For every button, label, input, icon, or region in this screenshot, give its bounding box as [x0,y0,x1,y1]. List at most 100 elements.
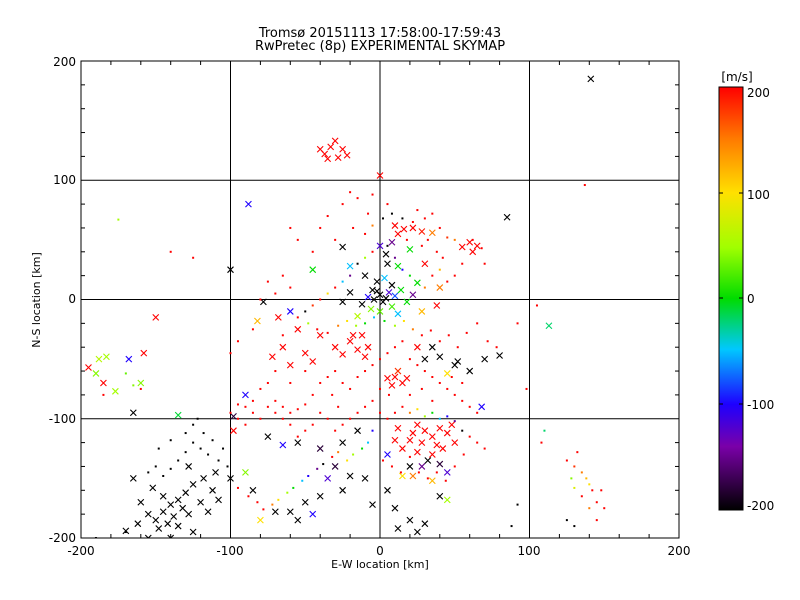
data-point-cross [466,367,474,375]
data-point-cross [413,343,421,351]
data-point-dot [311,250,314,253]
data-point-cross [436,460,444,468]
data-point-dot [334,429,337,432]
data-point-cross [433,441,441,449]
data-point-cross [324,474,332,482]
data-point-dot [431,274,434,277]
data-point-dot [446,387,449,390]
data-point-dot [337,324,340,327]
data-point-cross [428,343,436,351]
data-point-dot [266,405,269,408]
data-point-dot [411,328,414,331]
data-point-cross [473,242,481,250]
data-point-cross [316,145,324,153]
data-point-dot [316,467,319,470]
data-point-dot [367,441,370,444]
data-point-dot [259,298,262,301]
data-point-cross [152,313,160,321]
data-point-dot [371,224,374,227]
data-point-cross [174,496,182,504]
data-point-cross [391,292,399,300]
data-point-cross [384,486,391,494]
data-point-dot [184,451,187,454]
x-tick-label: 0 [376,544,384,558]
data-point-dot [236,486,239,489]
data-point-dot [251,399,254,402]
data-point-dot [259,387,262,390]
data-point-cross [159,492,167,500]
data-point-cross [346,472,354,480]
data-point-cross [418,439,426,446]
data-point-cross [391,436,399,444]
colorbar-tick-label: 200 [747,86,770,100]
data-point-cross [327,143,335,151]
data-point-dot [226,465,229,468]
data-point-dot [236,403,239,406]
data-point-cross [301,349,309,357]
data-point-cross [331,343,339,351]
data-point-cross [376,172,384,179]
data-point-dot [349,417,352,420]
data-point-dot [408,411,411,414]
data-point-cross [399,445,406,452]
data-point-cross [418,228,426,235]
data-point-cross [406,516,414,524]
data-point-dot [426,238,429,241]
data-point-cross [204,508,212,516]
data-point-cross [294,516,302,524]
data-point-dot [386,244,389,247]
data-point-cross [170,513,178,520]
data-point-dot [211,439,214,442]
data-point-dot [139,387,142,390]
data-point-cross [271,508,279,516]
data-point-cross [443,469,451,476]
data-point-dot [326,292,329,295]
data-point-cross [125,355,133,363]
data-point-dot [281,417,284,420]
data-point-cross [439,445,447,452]
data-point-dot [383,319,386,322]
data-point-cross [418,308,426,315]
data-point-dot [371,429,374,432]
data-point-cross [134,520,142,528]
data-point-dot [202,432,205,435]
x-axis-label: E-W location [km] [331,558,429,571]
data-point-dot [453,393,456,396]
data-point-dot [94,537,97,538]
data-point-cross [286,308,294,315]
data-point-cross [394,230,402,238]
data-point-cross [100,379,107,387]
data-point-cross [227,266,234,274]
data-point-cross [367,305,375,313]
data-point-dot [262,508,265,511]
data-point-cross [167,534,175,538]
data-point-cross [286,508,294,516]
data-point-dot [289,286,292,289]
data-point-dot [438,381,441,384]
data-point-dot [331,393,334,396]
data-point-dot [483,447,486,450]
data-point-cross [361,353,369,361]
data-point-dot [446,236,449,239]
data-points [85,75,606,538]
data-point-dot [580,471,583,474]
y-tick-label: 100 [53,173,76,187]
data-point-dot [423,415,426,418]
data-point-dot [367,212,370,215]
data-point-dot [450,376,453,379]
data-point-dot [274,399,277,402]
colorbar-tick-label: 100 [747,188,770,202]
data-point-cross [155,525,163,532]
data-point-cross [451,439,459,446]
data-point-cross [373,278,381,286]
data-point-dot [438,226,441,229]
data-point-cross [370,296,378,303]
data-point-cross [381,274,388,282]
data-point-cross [354,312,361,320]
data-point-dot [583,184,586,187]
data-point-cross [384,451,391,458]
data-point-cross [454,358,462,365]
data-point-dot [379,387,381,390]
data-point-cross [364,343,372,351]
data-point-dot [461,399,464,402]
